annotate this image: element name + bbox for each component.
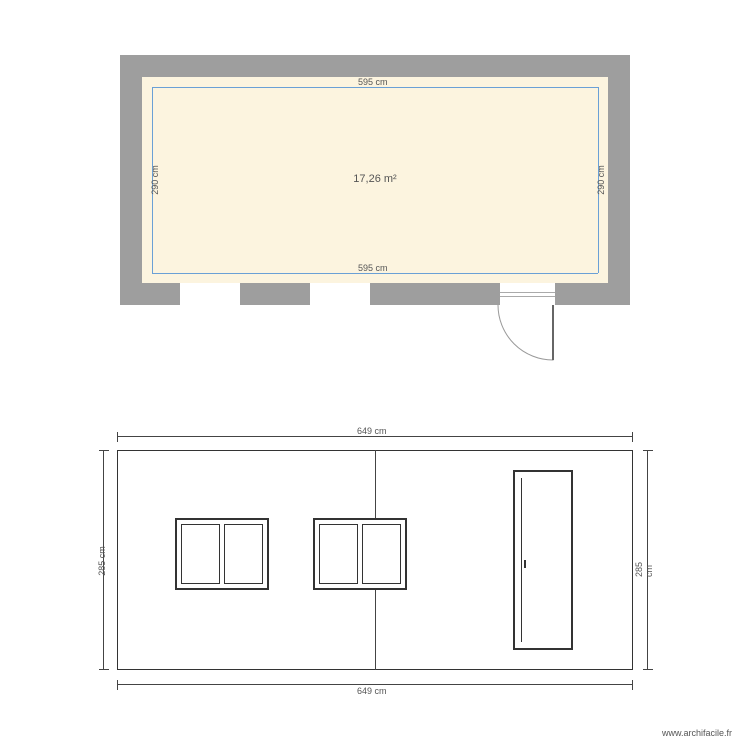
credit-link[interactable]: www.archifacile.fr: [662, 728, 732, 738]
floorplan-dimline-bottom: [152, 273, 598, 274]
floorplan-window-1: [180, 283, 240, 305]
elevation-dimline-bottom: [117, 684, 633, 685]
floorplan-dim-top: 595 cm: [358, 77, 388, 87]
floorplan: 595 cm 595 cm 290 cm 290 cm 17,26 m²: [120, 55, 630, 305]
elevation-window-1: [175, 518, 269, 590]
floorplan-door-swing: [498, 305, 568, 375]
floorplan-dim-bottom: 595 cm: [358, 263, 388, 273]
elevation-door: [513, 470, 573, 650]
drawing-canvas: 595 cm 595 cm 290 cm 290 cm 17,26 m² 649…: [0, 0, 750, 750]
elevation-dim-left: 285 cm: [97, 546, 107, 576]
floorplan-dimline-top: [152, 87, 598, 88]
floorplan-dim-right: 290 cm: [596, 165, 606, 195]
elevation: 649 cm 649 cm 285 cm 285 cm: [95, 430, 655, 690]
elevation-dim-top: 649 cm: [357, 426, 387, 436]
door-handle-icon: [524, 560, 526, 568]
elevation-window-2: [313, 518, 407, 590]
elevation-dimline-top: [117, 436, 633, 437]
elevation-dim-bottom: 649 cm: [357, 686, 387, 696]
floorplan-dim-left: 290 cm: [150, 165, 160, 195]
floorplan-area: 17,26 m²: [325, 173, 425, 185]
floorplan-door-opening: [500, 283, 555, 305]
floorplan-window-2: [310, 283, 370, 305]
elevation-dim-right: 285 cm: [634, 555, 654, 577]
